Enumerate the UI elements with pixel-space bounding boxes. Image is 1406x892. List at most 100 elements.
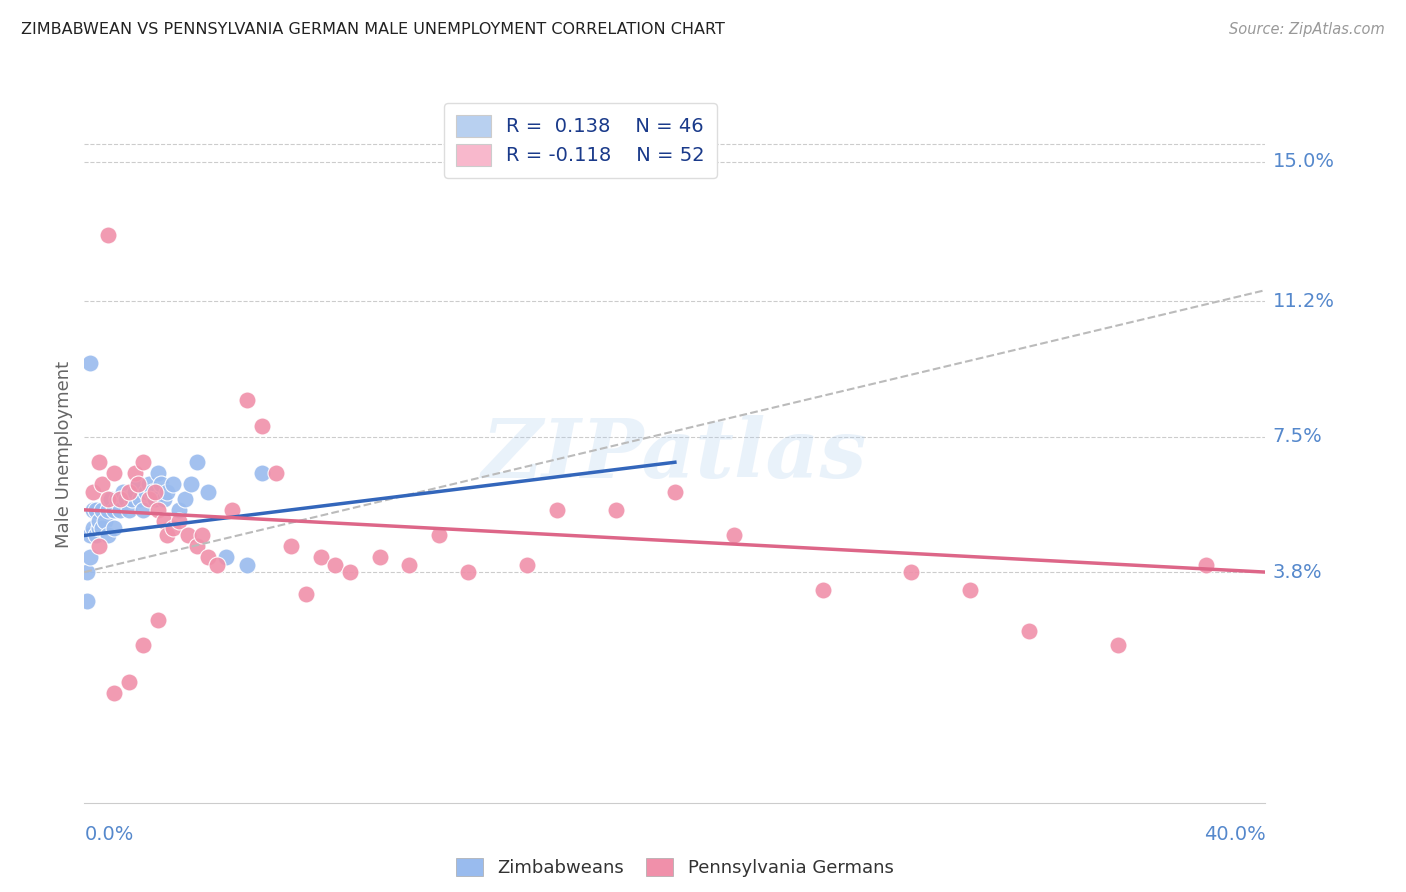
Point: [516, 558, 538, 572]
Point: [235, 392, 259, 407]
Point: [186, 455, 208, 469]
Point: [87, 455, 111, 469]
Text: ZIMBABWEAN VS PENNSYLVANIA GERMAN MALE UNEMPLOYMENT CORRELATION CHART: ZIMBABWEAN VS PENNSYLVANIA GERMAN MALE U…: [21, 22, 725, 37]
Point: [135, 484, 157, 499]
Point: [82, 521, 104, 535]
Point: [87, 514, 111, 528]
Point: [103, 503, 125, 517]
Point: [191, 528, 214, 542]
Point: [148, 613, 170, 627]
Point: [111, 484, 134, 499]
Point: [82, 484, 104, 499]
Point: [127, 477, 149, 491]
Point: [167, 503, 190, 517]
Point: [141, 484, 163, 499]
Point: [162, 477, 184, 491]
Point: [82, 503, 104, 517]
Point: [368, 550, 391, 565]
Point: [138, 491, 160, 506]
Point: [132, 455, 155, 469]
Point: [180, 477, 202, 491]
Point: [427, 528, 450, 542]
Text: 15.0%: 15.0%: [1272, 153, 1334, 171]
Point: [148, 467, 170, 481]
Point: [100, 491, 122, 506]
Point: [143, 491, 166, 506]
Point: [150, 477, 173, 491]
Point: [1195, 558, 1218, 572]
Point: [87, 540, 111, 554]
Point: [197, 550, 219, 565]
Point: [723, 528, 745, 542]
Point: [546, 503, 568, 517]
Point: [323, 558, 347, 572]
Point: [664, 484, 686, 499]
Point: [250, 418, 273, 433]
Point: [105, 491, 128, 506]
Point: [295, 587, 318, 601]
Point: [153, 514, 176, 528]
Point: [79, 550, 101, 565]
Point: [1018, 624, 1040, 638]
Point: [124, 467, 146, 481]
Point: [900, 565, 922, 579]
Point: [97, 228, 120, 243]
Point: [91, 477, 114, 491]
Point: [177, 528, 200, 542]
Point: [132, 503, 155, 517]
Point: [1107, 638, 1129, 652]
Point: [221, 503, 243, 517]
Text: 11.2%: 11.2%: [1272, 292, 1334, 310]
Point: [124, 484, 146, 499]
Point: [121, 491, 143, 506]
Point: [94, 514, 117, 528]
Point: [167, 514, 190, 528]
Point: [148, 503, 170, 517]
Point: [339, 565, 361, 579]
Point: [91, 503, 114, 517]
Point: [103, 521, 125, 535]
Point: [127, 477, 149, 491]
Text: 3.8%: 3.8%: [1272, 563, 1322, 582]
Point: [118, 675, 141, 690]
Point: [76, 594, 98, 608]
Point: [197, 484, 219, 499]
Point: [156, 484, 179, 499]
Point: [91, 521, 114, 535]
Text: 40.0%: 40.0%: [1204, 825, 1265, 844]
Point: [605, 503, 627, 517]
Point: [76, 565, 98, 579]
Point: [129, 491, 152, 506]
Point: [205, 558, 228, 572]
Point: [132, 638, 155, 652]
Point: [103, 467, 125, 481]
Point: [280, 540, 302, 554]
Point: [87, 521, 111, 535]
Point: [309, 550, 332, 565]
Point: [215, 550, 238, 565]
Point: [114, 491, 136, 506]
Point: [118, 484, 141, 499]
Point: [156, 528, 179, 542]
Point: [103, 686, 125, 700]
Point: [143, 484, 166, 499]
Point: [173, 491, 195, 506]
Point: [84, 503, 107, 517]
Legend: Zimbabweans, Pennsylvania Germans: Zimbabweans, Pennsylvania Germans: [449, 850, 901, 884]
Text: Source: ZipAtlas.com: Source: ZipAtlas.com: [1229, 22, 1385, 37]
Point: [79, 356, 101, 370]
Point: [108, 503, 131, 517]
Point: [811, 583, 834, 598]
Point: [97, 528, 120, 542]
Text: 0.0%: 0.0%: [84, 825, 134, 844]
Point: [79, 528, 101, 542]
Point: [186, 540, 208, 554]
Point: [235, 558, 259, 572]
Point: [457, 565, 479, 579]
Point: [959, 583, 981, 598]
Y-axis label: Male Unemployment: Male Unemployment: [55, 361, 73, 549]
Point: [84, 528, 107, 542]
Point: [138, 477, 160, 491]
Point: [264, 467, 288, 481]
Point: [162, 521, 184, 535]
